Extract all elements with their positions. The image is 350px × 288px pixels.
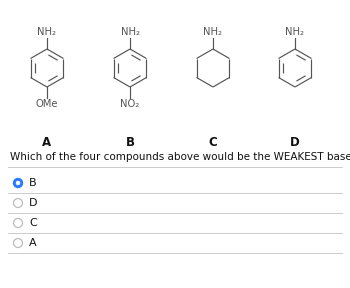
Text: A: A xyxy=(29,238,37,248)
Text: OMe: OMe xyxy=(36,99,58,109)
Circle shape xyxy=(14,179,22,187)
Text: D: D xyxy=(29,198,37,208)
Text: NH₂: NH₂ xyxy=(120,27,140,37)
Text: A: A xyxy=(42,136,51,149)
Text: C: C xyxy=(209,136,217,149)
Text: B: B xyxy=(29,178,37,188)
Circle shape xyxy=(16,181,20,185)
Text: NH₂: NH₂ xyxy=(203,27,223,37)
Circle shape xyxy=(14,198,22,207)
Text: NO₂: NO₂ xyxy=(120,99,140,109)
Text: D: D xyxy=(290,136,300,149)
Text: C: C xyxy=(29,218,37,228)
Circle shape xyxy=(14,238,22,247)
Text: NH₂: NH₂ xyxy=(37,27,56,37)
Text: NH₂: NH₂ xyxy=(286,27,304,37)
Circle shape xyxy=(14,219,22,228)
Text: B: B xyxy=(126,136,134,149)
Text: Which of the four compounds above would be the WEAKEST base?: Which of the four compounds above would … xyxy=(10,152,350,162)
